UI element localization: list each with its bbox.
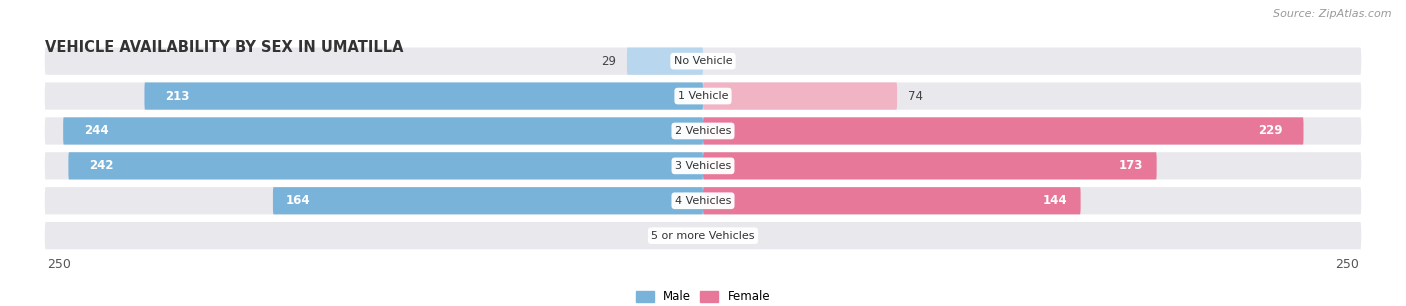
Text: 4 Vehicles: 4 Vehicles [675,196,731,206]
FancyBboxPatch shape [45,47,1361,75]
FancyBboxPatch shape [703,187,1081,215]
FancyBboxPatch shape [703,152,1157,180]
Text: 2 Vehicles: 2 Vehicles [675,126,731,136]
Text: 229: 229 [1258,125,1282,137]
FancyBboxPatch shape [145,82,703,110]
Text: 1 Vehicle: 1 Vehicle [678,91,728,101]
Text: 0: 0 [718,55,725,68]
Text: 244: 244 [84,125,108,137]
Text: 0: 0 [681,229,688,242]
Text: 242: 242 [90,159,114,172]
Text: 250: 250 [1334,258,1358,271]
Text: No Vehicle: No Vehicle [673,56,733,66]
Text: Source: ZipAtlas.com: Source: ZipAtlas.com [1274,9,1392,19]
Text: 5 or more Vehicles: 5 or more Vehicles [651,231,755,241]
FancyBboxPatch shape [703,117,1303,144]
Text: 74: 74 [907,90,922,103]
Text: 0: 0 [718,229,725,242]
Text: 29: 29 [602,55,616,68]
FancyBboxPatch shape [627,47,703,75]
FancyBboxPatch shape [703,82,897,110]
Text: 144: 144 [1043,194,1067,207]
FancyBboxPatch shape [69,152,703,180]
FancyBboxPatch shape [63,117,703,144]
Text: 164: 164 [285,194,311,207]
Text: 250: 250 [48,258,72,271]
FancyBboxPatch shape [45,187,1361,215]
FancyBboxPatch shape [45,222,1361,249]
FancyBboxPatch shape [273,187,703,215]
FancyBboxPatch shape [45,117,1361,144]
Legend: Male, Female: Male, Female [636,290,770,303]
Text: VEHICLE AVAILABILITY BY SEX IN UMATILLA: VEHICLE AVAILABILITY BY SEX IN UMATILLA [45,39,404,54]
Text: 173: 173 [1119,159,1143,172]
FancyBboxPatch shape [45,152,1361,180]
Text: 3 Vehicles: 3 Vehicles [675,161,731,171]
Text: 213: 213 [166,90,190,103]
FancyBboxPatch shape [45,82,1361,110]
